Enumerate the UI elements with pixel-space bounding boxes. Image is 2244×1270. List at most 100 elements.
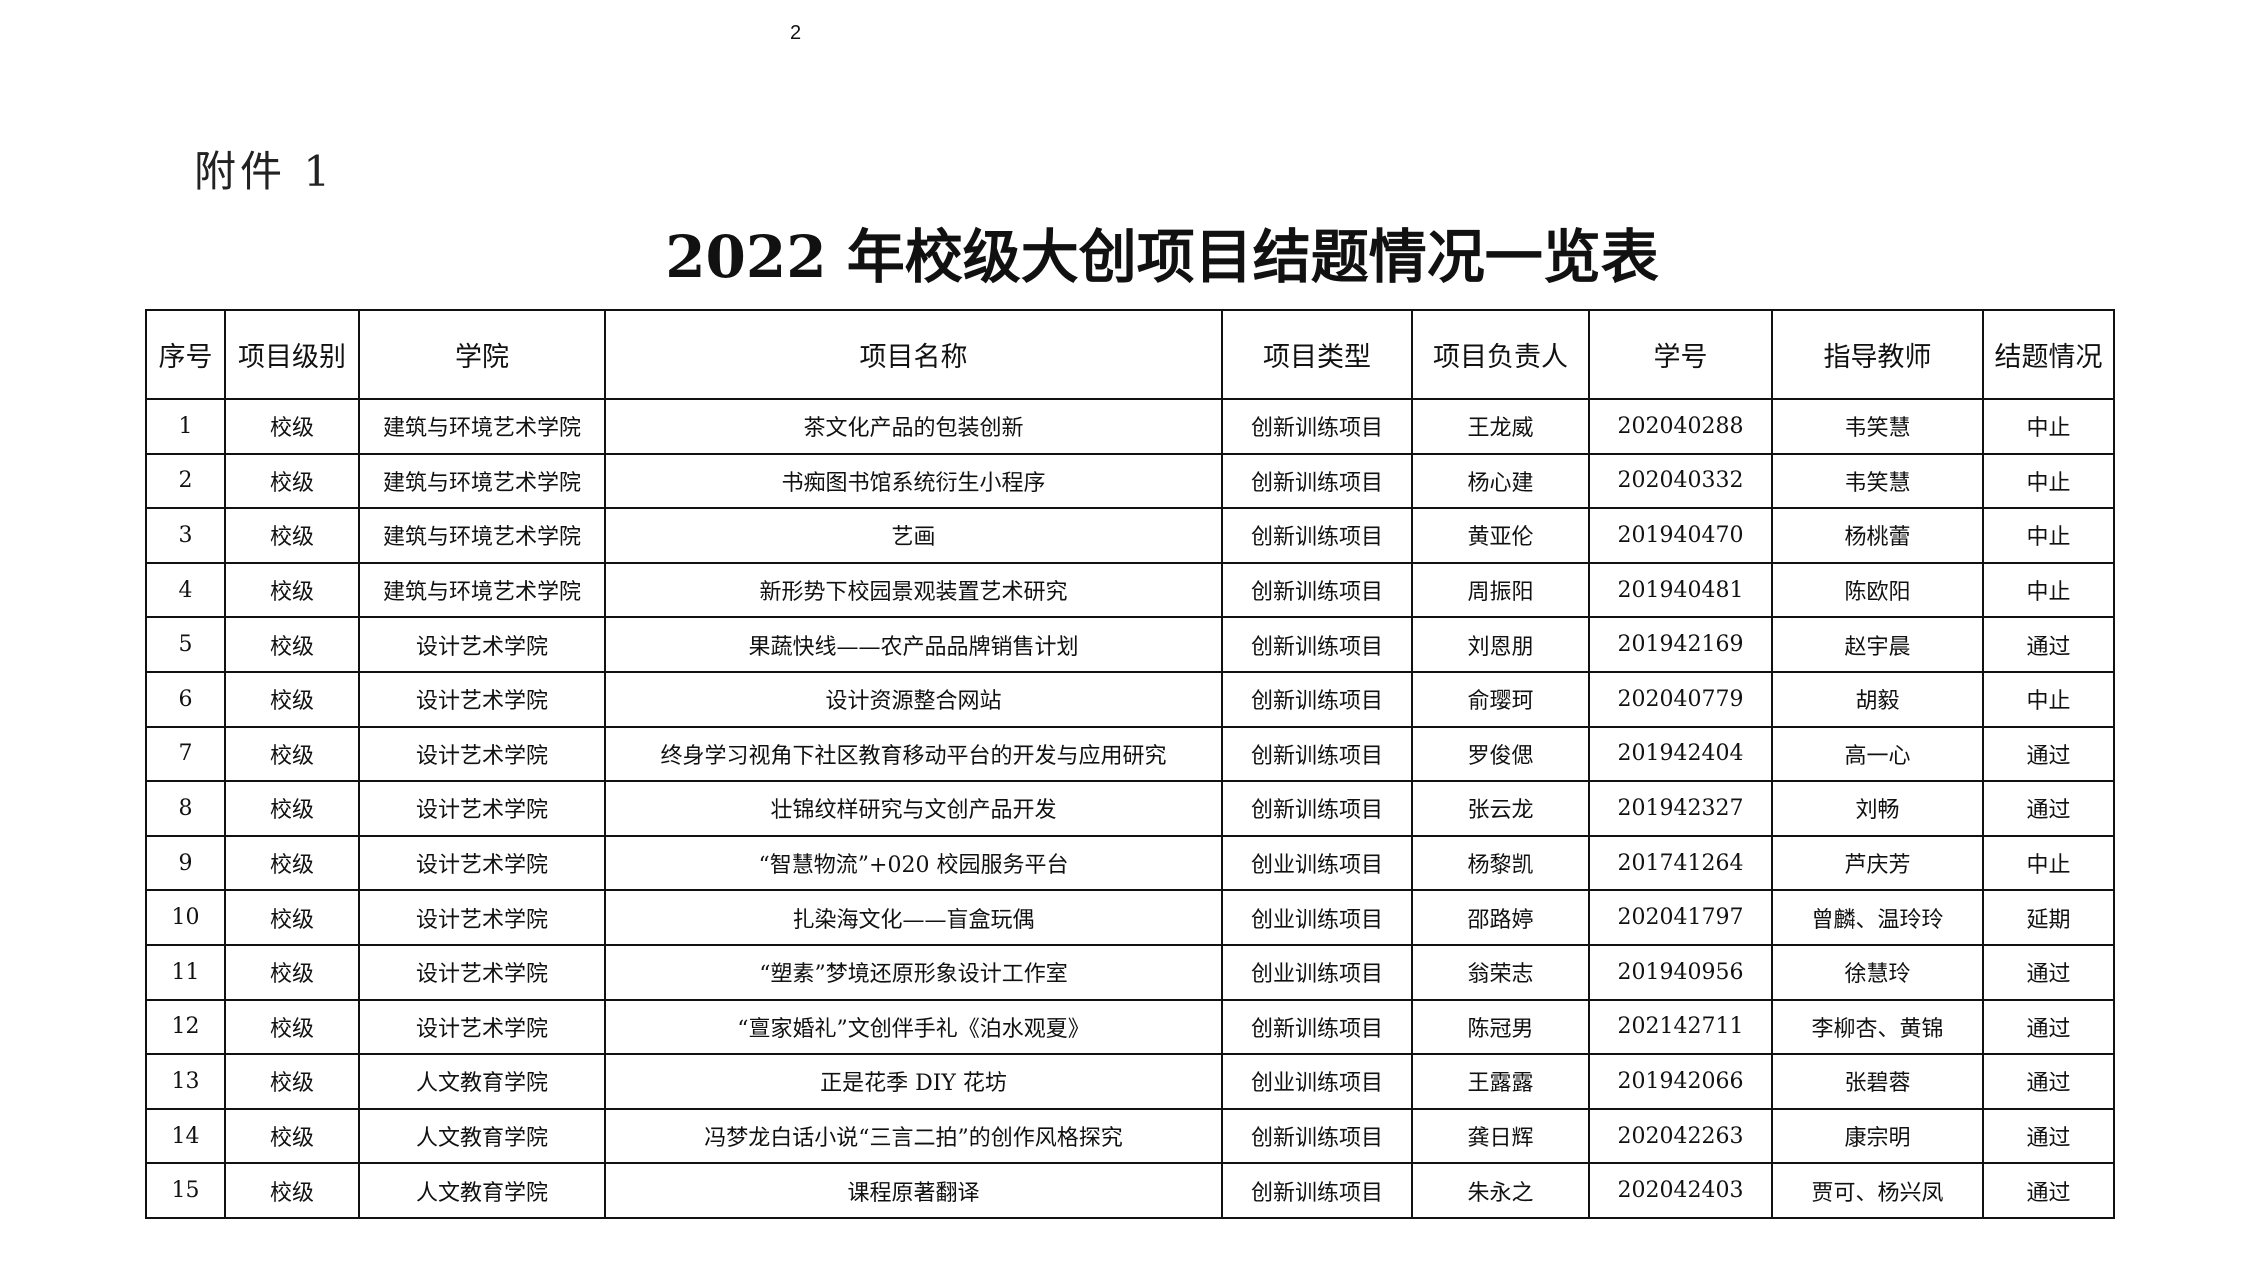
cell-project-type: 创新训练项目 [1221, 507, 1413, 564]
cell-college: 设计艺术学院 [358, 725, 606, 783]
document-title: 2022 年校级大创项目结题情况一览表 [665, 223, 1659, 291]
header-college: 学院 [358, 309, 606, 400]
cell-project-name: 壮锦纹样研究与文创产品开发 [604, 780, 1223, 837]
table-row: 5 校级 设计艺术学院 果蔬快线——农产品品牌销售计划 创新训练项目 刘恩朋 2019421… [145, 616, 2115, 673]
cell-project-type: 创业训练项目 [1221, 834, 1413, 892]
cell-student-id: 202040288 [1588, 398, 1773, 455]
table-row: 1 校级 建筑与环境艺术学院 茶文化产品的包装创新 创新训练项目 王龙威 202040288… [145, 398, 2115, 455]
header-leader: 项目负责人 [1411, 309, 1590, 400]
cell-serial: 11 [145, 943, 226, 1001]
cell-student-id: 202142711 [1588, 998, 1773, 1056]
table-row: 10 校级 设计艺术学院 扎染海文化——盲盒玩偶 创业训练项目 邵路婷 202041797 曾… [145, 889, 2115, 946]
cell-status: 通过 [1982, 725, 2115, 783]
cell-college: 建筑与环境艺术学院 [358, 561, 606, 619]
cell-project-type: 创新训练项目 [1221, 398, 1413, 455]
cell-project-name: 扎染海文化——盲盒玩偶 [604, 889, 1223, 946]
cell-college: 设计艺术学院 [358, 780, 606, 837]
cell-student-id: 202040332 [1588, 452, 1773, 510]
header-student-id: 学号 [1588, 309, 1773, 400]
cell-college: 人文教育学院 [358, 1162, 606, 1219]
cell-serial: 9 [145, 834, 226, 892]
cell-student-id: 202041797 [1588, 889, 1773, 946]
cell-level: 校级 [224, 616, 360, 673]
cell-advisor: 韦笑慧 [1771, 398, 1984, 455]
cell-leader: 龚日辉 [1411, 1107, 1590, 1165]
cell-project-type: 创新训练项目 [1221, 998, 1413, 1056]
table-row: 3 校级 建筑与环境艺术学院 艺画 创新训练项目 黄亚伦 201940470 杨桃蕾 中止 [145, 507, 2115, 564]
cell-leader: 罗俊偲 [1411, 725, 1590, 783]
cell-status: 中止 [1982, 561, 2115, 619]
cell-project-name: 茶文化产品的包装创新 [604, 398, 1223, 455]
cell-project-name: “塑素”梦境还原形象设计工作室 [604, 943, 1223, 1001]
cell-student-id: 201940470 [1588, 507, 1773, 564]
cell-project-name: 课程原著翻译 [604, 1162, 1223, 1219]
page-number: 2 [790, 22, 802, 44]
header-project-name: 项目名称 [604, 309, 1223, 400]
cell-advisor: 芦庆芳 [1771, 834, 1984, 892]
cell-project-type: 创新训练项目 [1221, 561, 1413, 619]
cell-level: 校级 [224, 725, 360, 783]
cell-student-id: 201940481 [1588, 561, 1773, 619]
cell-serial: 1 [145, 398, 226, 455]
cell-advisor: 曾麟、温玲玲 [1771, 889, 1984, 946]
cell-status: 中止 [1982, 507, 2115, 564]
table-row: 6 校级 设计艺术学院 设计资源整合网站 创新训练项目 俞璎珂 202040779 胡毅 中止 [145, 670, 2115, 728]
cell-project-type: 创新训练项目 [1221, 725, 1413, 783]
cell-college: 设计艺术学院 [358, 998, 606, 1056]
cell-project-name: 设计资源整合网站 [604, 670, 1223, 728]
cell-serial: 13 [145, 1053, 226, 1110]
cell-leader: 王露露 [1411, 1053, 1590, 1110]
cell-leader: 邵路婷 [1411, 889, 1590, 946]
cell-college: 人文教育学院 [358, 1053, 606, 1110]
table-row: 4 校级 建筑与环境艺术学院 新形势下校园景观装置艺术研究 创新训练项目 周振阳 20194… [145, 561, 2115, 619]
cell-level: 校级 [224, 398, 360, 455]
cell-advisor: 杨桃蕾 [1771, 507, 1984, 564]
cell-leader: 张云龙 [1411, 780, 1590, 837]
cell-level: 校级 [224, 834, 360, 892]
cell-serial: 12 [145, 998, 226, 1056]
cell-college: 建筑与环境艺术学院 [358, 452, 606, 510]
cell-project-type: 创业训练项目 [1221, 943, 1413, 1001]
cell-project-type: 创新训练项目 [1221, 1107, 1413, 1165]
cell-status: 中止 [1982, 452, 2115, 510]
cell-level: 校级 [224, 670, 360, 728]
cell-project-name: “亶家婚礼”文创伴手礼《泊水观夏》 [604, 998, 1223, 1056]
table-header-row: 序号 项目级别 学院 项目名称 项目类型 项目负责人 学号 指导教师 结题情况 [145, 309, 2115, 400]
cell-student-id: 202042263 [1588, 1107, 1773, 1165]
cell-leader: 黄亚伦 [1411, 507, 1590, 564]
cell-advisor: 徐慧玲 [1771, 943, 1984, 1001]
cell-status: 通过 [1982, 1107, 2115, 1165]
cell-serial: 4 [145, 561, 226, 619]
cell-project-name: 艺画 [604, 507, 1223, 564]
header-serial: 序号 [145, 309, 226, 400]
table-row: 13 校级 人文教育学院 正是花季 DIY 花坊 创业训练项目 王露露 201942066 张… [145, 1053, 2115, 1110]
cell-project-type: 创新训练项目 [1221, 616, 1413, 673]
table-row: 11 校级 设计艺术学院 “塑素”梦境还原形象设计工作室 创业训练项目 翁荣志 201940… [145, 943, 2115, 1001]
table-row: 14 校级 人文教育学院 冯梦龙白话小说“三言二拍”的创作风格探究 创新训练项目 龚日辉 2… [145, 1107, 2115, 1165]
header-level: 项目级别 [224, 309, 360, 400]
cell-level: 校级 [224, 943, 360, 1001]
cell-status: 通过 [1982, 998, 2115, 1056]
cell-advisor: 韦笑慧 [1771, 452, 1984, 510]
cell-leader: 杨黎凯 [1411, 834, 1590, 892]
cell-student-id: 202042403 [1588, 1162, 1773, 1219]
table-row: 12 校级 设计艺术学院 “亶家婚礼”文创伴手礼《泊水观夏》 创新训练项目 陈冠男 2021… [145, 998, 2115, 1056]
cell-project-type: 创业训练项目 [1221, 1053, 1413, 1110]
cell-status: 中止 [1982, 670, 2115, 728]
cell-status: 中止 [1982, 834, 2115, 892]
cell-level: 校级 [224, 889, 360, 946]
cell-student-id: 201942404 [1588, 725, 1773, 783]
cell-advisor: 高一心 [1771, 725, 1984, 783]
cell-level: 校级 [224, 507, 360, 564]
table-row: 15 校级 人文教育学院 课程原著翻译 创新训练项目 朱永之 202042403 贾可、杨兴凤… [145, 1162, 2115, 1219]
cell-college: 建筑与环境艺术学院 [358, 507, 606, 564]
cell-college: 建筑与环境艺术学院 [358, 398, 606, 455]
cell-college: 设计艺术学院 [358, 834, 606, 892]
cell-advisor: 赵宇晨 [1771, 616, 1984, 673]
cell-serial: 8 [145, 780, 226, 837]
table-row: 9 校级 设计艺术学院 “智慧物流”+020 校园服务平台 创业训练项目 杨黎凯 20174… [145, 834, 2115, 892]
cell-serial: 10 [145, 889, 226, 946]
cell-college: 设计艺术学院 [358, 889, 606, 946]
table-row: 8 校级 设计艺术学院 壮锦纹样研究与文创产品开发 创新训练项目 张云龙 201942327… [145, 780, 2115, 837]
project-table: 序号 项目级别 学院 项目名称 项目类型 项目负责人 学号 指导教师 结题情况 1 校级 建筑与环境… [145, 309, 2115, 1219]
